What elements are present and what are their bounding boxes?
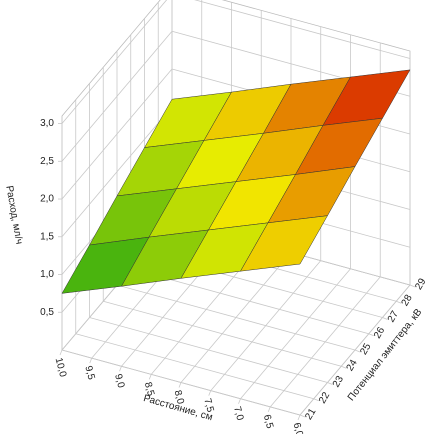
x-tick-label: 6,0	[291, 422, 305, 434]
x-tick	[208, 390, 212, 396]
x-tick-label: 8,5	[142, 381, 156, 398]
surface-cell	[240, 215, 328, 272]
x-tick	[59, 349, 63, 356]
y-tick-label: 21	[303, 406, 318, 422]
y-tick	[327, 382, 333, 385]
z-axis-title: Расход, мл/ч	[3, 185, 24, 245]
y-tick-label: 28	[400, 293, 415, 309]
x-tick-label: 9,0	[112, 373, 126, 390]
y-tick-label: 22	[317, 390, 332, 406]
y-tick	[382, 317, 388, 320]
x-tick	[297, 414, 301, 421]
y-tick-label: 23	[331, 374, 346, 390]
y-tick	[409, 284, 416, 288]
z-tick-label: 2,5	[40, 156, 54, 167]
y-tick-label: 26	[372, 325, 387, 341]
y-tick	[368, 333, 374, 337]
z-tick-label: 0,5	[40, 307, 54, 318]
z-tick-label: 1,0	[40, 269, 54, 280]
y-tick	[341, 365, 347, 369]
grid-line	[116, 284, 356, 351]
x-tick	[119, 366, 122, 372]
x-tick	[238, 398, 241, 404]
x-tick-label: 6,5	[261, 413, 275, 430]
y-tick-label: 27	[386, 309, 401, 325]
x-tick	[178, 382, 182, 388]
x-tick-label: 7,5	[201, 397, 215, 414]
y-tick-label: 24	[345, 358, 360, 374]
x-tick	[148, 374, 152, 380]
y-tick-label: 25	[358, 341, 373, 357]
grid-line	[75, 333, 314, 400]
y-tick	[354, 349, 361, 353]
x-tick-label: 9,5	[82, 365, 96, 382]
grid-line	[89, 317, 328, 383]
z-tick-label: 1,5	[40, 231, 54, 242]
y-tick-label: 29	[413, 276, 428, 292]
y-tick	[299, 414, 306, 418]
x-tick-label: 10,0	[53, 357, 69, 379]
x-tick	[267, 406, 271, 413]
grid-line	[103, 300, 342, 367]
x-tick-label: 8,0	[172, 389, 186, 406]
y-tick	[396, 300, 402, 304]
x-tick	[89, 357, 93, 364]
z-tick-label: 3,0	[40, 118, 54, 129]
x-tick-label: 7,0	[231, 405, 245, 422]
y-tick	[313, 398, 319, 402]
z-tick-label: 2,0	[40, 194, 54, 205]
